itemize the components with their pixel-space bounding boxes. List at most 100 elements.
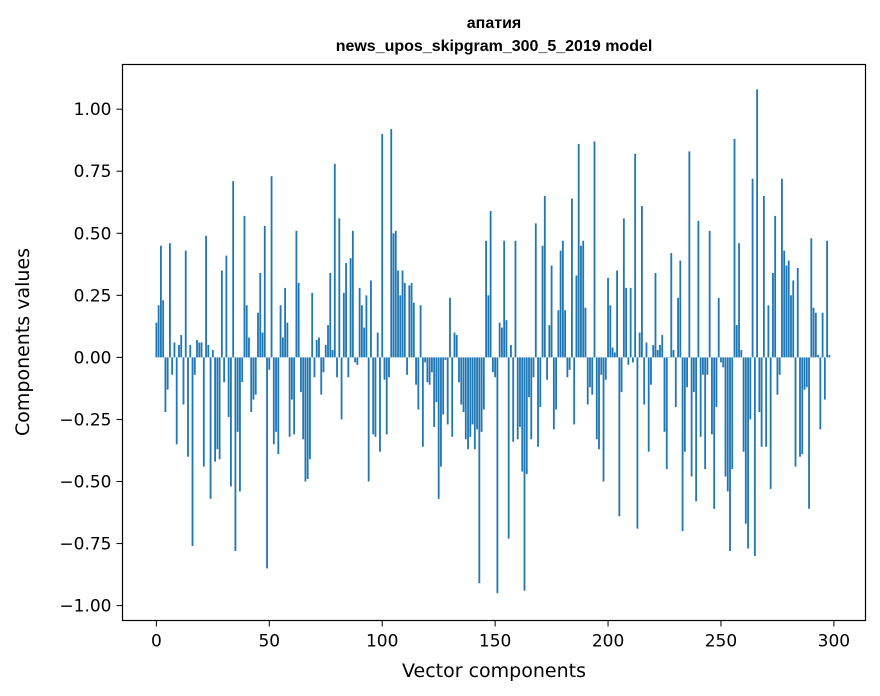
bar-263 xyxy=(749,357,752,420)
bar-127 xyxy=(442,357,445,415)
bar-40 xyxy=(245,305,248,358)
bar-37 xyxy=(239,357,241,492)
y-tick-label: −0.75 xyxy=(59,535,111,555)
x-axis-ticks: 0 50 100 150 200 250 300 xyxy=(151,620,850,652)
bar-296 xyxy=(823,357,826,400)
bar-234 xyxy=(683,357,686,452)
bar-215 xyxy=(641,205,643,358)
bar-175 xyxy=(550,265,553,358)
bar-152 xyxy=(498,322,501,358)
bar-149 xyxy=(491,357,494,373)
bar-112 xyxy=(408,285,411,358)
bar-298 xyxy=(828,354,831,358)
bar-41 xyxy=(248,337,250,358)
bar-266 xyxy=(756,89,759,358)
bar-14 xyxy=(187,357,189,457)
bar-78 xyxy=(331,349,334,358)
bar-220 xyxy=(652,344,655,358)
bar-136 xyxy=(462,357,465,412)
bar-279 xyxy=(785,265,788,358)
bar-230 xyxy=(674,357,677,408)
bar-241 xyxy=(699,357,702,437)
bar-43 xyxy=(252,357,255,400)
bar-265 xyxy=(753,357,756,556)
bar-32 xyxy=(227,357,230,417)
chart-title: апатия xyxy=(467,15,521,32)
bar-240 xyxy=(697,220,700,358)
bar-93 xyxy=(365,295,368,358)
bar-22 xyxy=(205,235,207,358)
bar-19 xyxy=(198,342,201,358)
bar-251 xyxy=(722,357,725,368)
bar-153 xyxy=(501,327,503,358)
bar-155 xyxy=(505,320,508,358)
bar-25 xyxy=(211,349,214,358)
bar-123 xyxy=(433,357,436,427)
bar-194 xyxy=(593,141,596,358)
bar-67 xyxy=(306,357,309,480)
bar-81 xyxy=(338,218,341,358)
bar-115 xyxy=(415,357,417,385)
bar-42 xyxy=(250,357,253,412)
bar-74 xyxy=(322,357,325,373)
bar-250 xyxy=(720,357,722,363)
bar-102 xyxy=(385,357,388,435)
bar-260 xyxy=(742,357,745,452)
bar-270 xyxy=(765,357,768,447)
bar-212 xyxy=(634,153,637,358)
bar-52 xyxy=(272,357,275,445)
bar-247 xyxy=(713,357,716,509)
bar-211 xyxy=(631,357,634,363)
bar-268 xyxy=(760,357,763,447)
bar-204 xyxy=(616,270,618,358)
bar-133 xyxy=(455,335,458,358)
y-axis-ticks: −1.00 −0.75 −0.50 −0.25 0.00 0.25 0.50 0.75 1.00 xyxy=(59,100,123,617)
bar-82 xyxy=(340,357,343,420)
bar-18 xyxy=(196,340,198,358)
bar-4 xyxy=(164,357,167,412)
bar-185 xyxy=(573,357,576,425)
bar-12 xyxy=(182,357,185,405)
bar-66 xyxy=(304,357,307,482)
bar-156 xyxy=(507,357,510,539)
bar-213 xyxy=(636,357,639,529)
bar-130 xyxy=(449,297,451,358)
x-tick-label: 200 xyxy=(592,632,624,652)
bar-68 xyxy=(309,357,311,460)
bar-36 xyxy=(236,357,239,432)
bar-105 xyxy=(392,233,395,358)
bar-101 xyxy=(383,357,386,380)
bar-244 xyxy=(706,357,709,375)
bar-293 xyxy=(817,354,819,358)
bar-2 xyxy=(159,245,162,358)
bar-65 xyxy=(302,357,305,440)
x-tick-label: 300 xyxy=(818,632,850,652)
bar-158 xyxy=(512,357,515,442)
bar-222 xyxy=(656,349,659,358)
bar-256 xyxy=(733,138,736,358)
bar-99 xyxy=(379,357,381,452)
bar-131 xyxy=(451,357,454,437)
x-tick-label: 250 xyxy=(705,632,737,652)
bar-77 xyxy=(329,273,332,358)
bar-140 xyxy=(471,357,474,425)
bar-16 xyxy=(191,357,194,547)
bar-11 xyxy=(180,335,183,358)
bar-20 xyxy=(200,342,203,358)
bar-287 xyxy=(803,357,806,390)
y-axis-label: Components values xyxy=(12,248,34,436)
bar-169 xyxy=(537,357,539,447)
bar-75 xyxy=(324,344,327,358)
bar-1 xyxy=(157,305,160,358)
bar-61 xyxy=(293,357,296,435)
x-tick-label: 50 xyxy=(258,632,280,652)
bar-64 xyxy=(300,357,302,393)
bar-124 xyxy=(435,357,438,403)
bar-258 xyxy=(738,243,740,358)
bar-166 xyxy=(530,357,533,440)
bar-50 xyxy=(268,357,271,370)
bar-55 xyxy=(279,305,282,358)
bar-90 xyxy=(358,287,361,358)
bar-103 xyxy=(388,357,390,378)
bar-73 xyxy=(320,357,323,395)
